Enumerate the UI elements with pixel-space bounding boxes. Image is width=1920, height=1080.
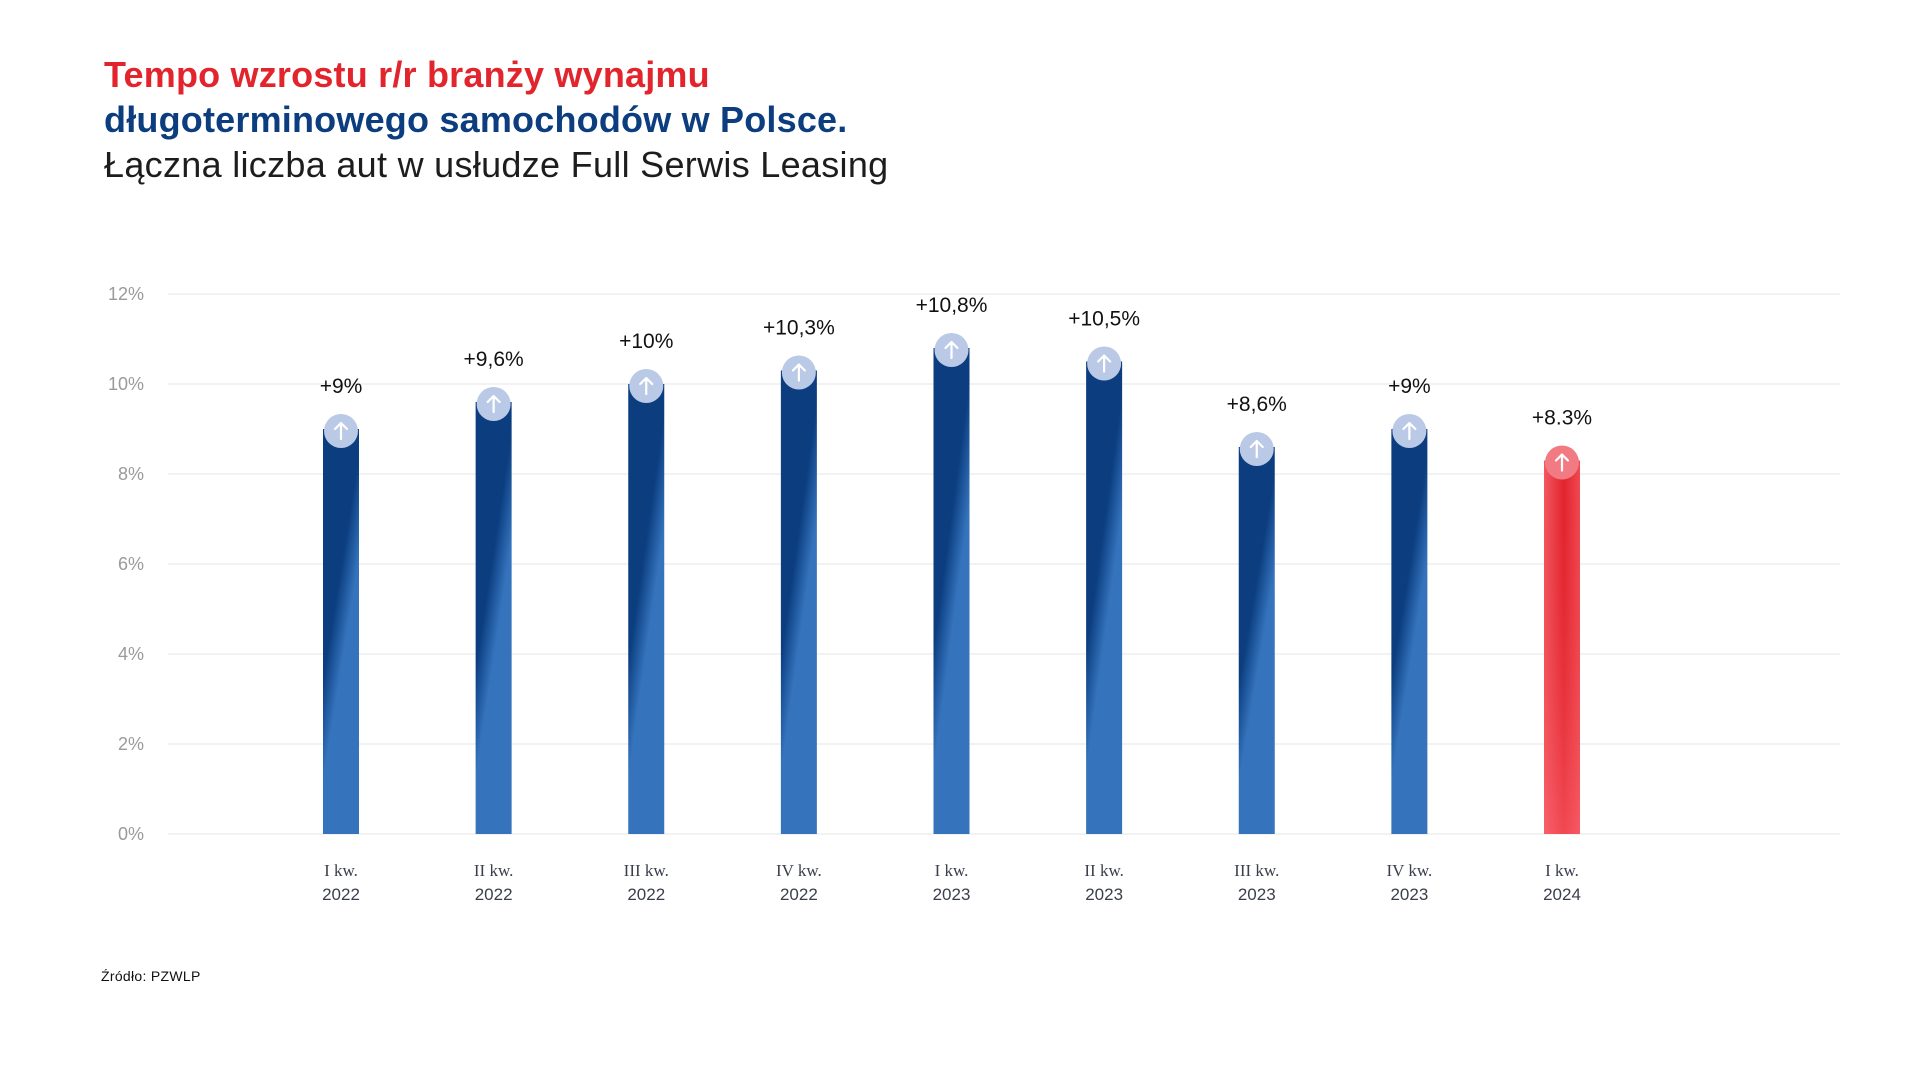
bar (475, 402, 512, 834)
bar (933, 348, 970, 834)
bar (1238, 447, 1275, 834)
bar-group: +8,6% (1227, 393, 1287, 834)
x-tick-label-quarter: III kw. (1234, 861, 1279, 880)
bar-group: +9% (320, 375, 363, 834)
y-tick-label: 6% (118, 554, 144, 574)
chart-title-block: Tempo wzrostu r/r branży wynajmu długote… (104, 52, 1604, 187)
arrow-up-icon (639, 376, 654, 396)
bar (1086, 361, 1123, 834)
x-tick-label-year: 2022 (780, 885, 818, 904)
y-tick-label: 2% (118, 734, 144, 754)
data-label: +10,3% (763, 317, 835, 340)
bar (628, 384, 665, 834)
bar (323, 429, 359, 834)
bar-group: +9,6% (464, 348, 524, 834)
x-tick-label-year: 2023 (933, 885, 971, 904)
bars: +9% +9,6% +10% +10,3% +10,8% +10,5% +8,6% +9% +8… (320, 294, 1592, 834)
x-tick-label-year: 2023 (1390, 885, 1428, 904)
arrow-up-icon (1402, 421, 1417, 441)
y-tick-label: 10% (108, 374, 144, 394)
data-label: +8,6% (1227, 393, 1287, 416)
data-label: +10,8% (916, 294, 988, 317)
chart-title-line-2: długoterminowego samochodów w Polsce. (104, 99, 848, 140)
arrow-up-icon (1249, 439, 1264, 459)
bar (780, 370, 817, 834)
arrow-up-icon (791, 363, 806, 382)
bar-highlight-sheen (1544, 460, 1580, 834)
bar-group: +10,8% (916, 294, 988, 834)
y-tick-label: 12% (108, 284, 144, 304)
bar-group: +9% (1388, 375, 1431, 834)
x-tick-label-quarter: IV kw. (776, 861, 822, 880)
x-tick-label-quarter: II kw. (474, 861, 514, 880)
x-tick-label-year: 2022 (627, 885, 665, 904)
x-tick-label-quarter: III kw. (624, 861, 669, 880)
x-axis: I kw. 2022 II kw. 2022 III kw. 2022 IV kw. 2022… (322, 861, 1581, 904)
arrow-up-icon (1554, 453, 1570, 472)
y-tick-label: 8% (118, 464, 144, 484)
data-label: +10% (619, 330, 673, 353)
x-tick-label-quarter: I kw. (324, 861, 358, 880)
bar-group: +10% (619, 330, 673, 834)
arrow-up-icon (1097, 354, 1112, 373)
arrow-up-icon (944, 340, 959, 360)
x-tick-label-year: 2024 (1543, 885, 1581, 904)
data-label: +9,6% (464, 348, 524, 371)
bar-group: +10,5% (1068, 308, 1140, 834)
arrow-up-icon (333, 421, 349, 441)
bar-group: +10,3% (763, 317, 835, 834)
grid-layer (168, 293, 1840, 835)
x-tick-label-quarter: I kw. (1545, 861, 1579, 880)
data-label: +10,5% (1068, 308, 1140, 331)
chart-title-line-1: Tempo wzrostu r/r branży wynajmu (104, 54, 710, 95)
x-tick-label-year: 2023 (1085, 885, 1123, 904)
data-label: +9% (1388, 375, 1431, 398)
arrow-up-icon (486, 394, 501, 414)
x-tick-label-year: 2022 (475, 885, 513, 904)
x-tick-label-quarter: IV kw. (1386, 861, 1432, 880)
source-note: Źródło: PZWLP (101, 968, 201, 984)
x-tick-label-quarter: II kw. (1084, 861, 1124, 880)
data-label: +9% (320, 375, 363, 398)
y-tick-label: 4% (118, 644, 144, 664)
data-label: +8.3% (1532, 407, 1592, 430)
x-tick-label-year: 2023 (1238, 885, 1276, 904)
bar (1391, 429, 1428, 834)
y-axis: 0% 2% 4% 6% 8% 10% 12% (108, 284, 144, 844)
bar-group: +8.3% (1532, 407, 1592, 834)
x-tick-label-year: 2022 (322, 885, 360, 904)
y-tick-label: 0% (118, 824, 144, 844)
chart-subtitle: Łączna liczba aut w usłudze Full Serwis … (104, 144, 889, 185)
x-tick-label-quarter: I kw. (935, 861, 969, 880)
